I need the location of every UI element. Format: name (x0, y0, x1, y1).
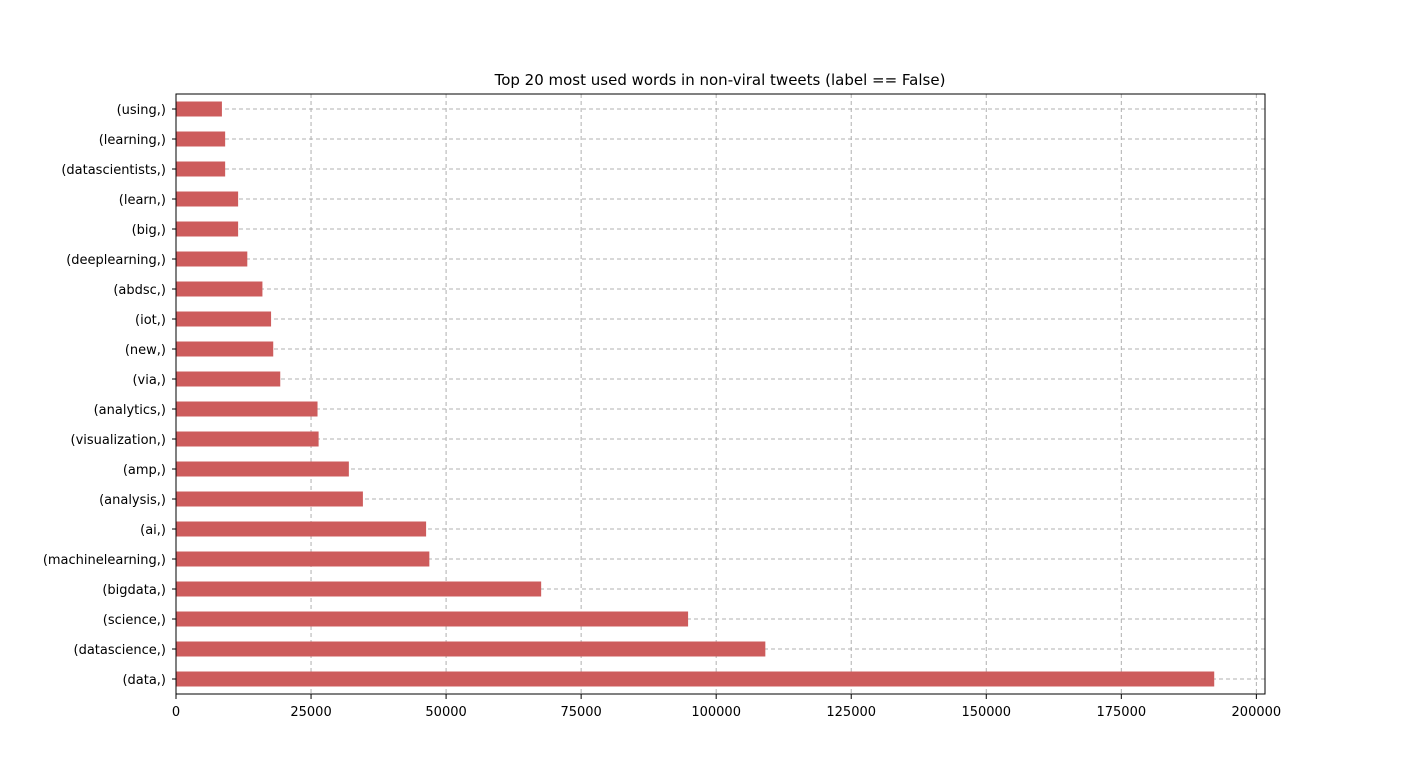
y-tick-label: (machinelearning,) (43, 553, 166, 568)
bar (176, 341, 274, 357)
x-tick-label: 200000 (1232, 705, 1282, 720)
x-axis-ticks: 0 25000 50000 75000 100000 125000 150000 175000… (172, 694, 1281, 720)
bar (176, 251, 248, 267)
y-tick-label: (iot,) (135, 313, 166, 328)
y-tick-label: (data,) (122, 673, 166, 688)
y-tick-label: (bigdata,) (102, 583, 166, 598)
x-tick-label: 100000 (691, 705, 741, 720)
bar (176, 191, 239, 207)
bar (176, 641, 766, 657)
y-tick-label: (amp,) (123, 463, 166, 478)
bar (176, 131, 226, 147)
y-tick-label: (big,) (132, 223, 166, 238)
y-tick-label: (using,) (117, 103, 166, 118)
y-tick-label: (datascience,) (74, 643, 166, 658)
x-tick-label: 175000 (1096, 705, 1146, 720)
bar (176, 581, 542, 597)
x-tick-label: 50000 (425, 705, 466, 720)
bar (176, 101, 222, 117)
x-tick-label: 75000 (560, 705, 601, 720)
grid-lines (175, 94, 1265, 694)
bar (176, 521, 427, 537)
bar (176, 401, 318, 417)
bar (176, 671, 1215, 687)
y-tick-label: (abdsc,) (113, 283, 166, 298)
bar (176, 311, 272, 327)
y-tick-label: (datascientists,) (61, 163, 166, 178)
y-tick-label: (new,) (125, 343, 166, 358)
bar (176, 221, 239, 237)
y-axis-ticks: (data,) (datascience,) (science,) (bigdata,… (43, 103, 176, 688)
y-tick-label: (learn,) (119, 193, 166, 208)
bar (176, 161, 226, 177)
bar (176, 431, 319, 447)
plot-frame (175, 93, 1266, 695)
x-tick-label: 125000 (826, 705, 876, 720)
bars (176, 101, 1215, 687)
x-tick-label: 150000 (961, 705, 1011, 720)
bar (176, 371, 281, 387)
bar (176, 461, 349, 477)
y-tick-label: (ai,) (140, 523, 166, 538)
x-tick-label: 25000 (290, 705, 331, 720)
y-tick-label: (analysis,) (99, 493, 166, 508)
y-tick-label: (via,) (132, 373, 166, 388)
y-tick-label: (learning,) (99, 133, 166, 148)
y-tick-label: (deeplearning,) (66, 253, 166, 268)
bar (176, 491, 363, 507)
bar (176, 611, 689, 627)
chart-title: Top 20 most used words in non-viral twee… (494, 71, 946, 89)
y-tick-label: (analytics,) (94, 403, 166, 418)
bar (176, 551, 430, 567)
x-tick-label: 0 (172, 705, 180, 720)
y-tick-label: (visualization,) (71, 433, 166, 448)
y-tick-label: (science,) (103, 613, 166, 628)
bar (176, 281, 263, 297)
